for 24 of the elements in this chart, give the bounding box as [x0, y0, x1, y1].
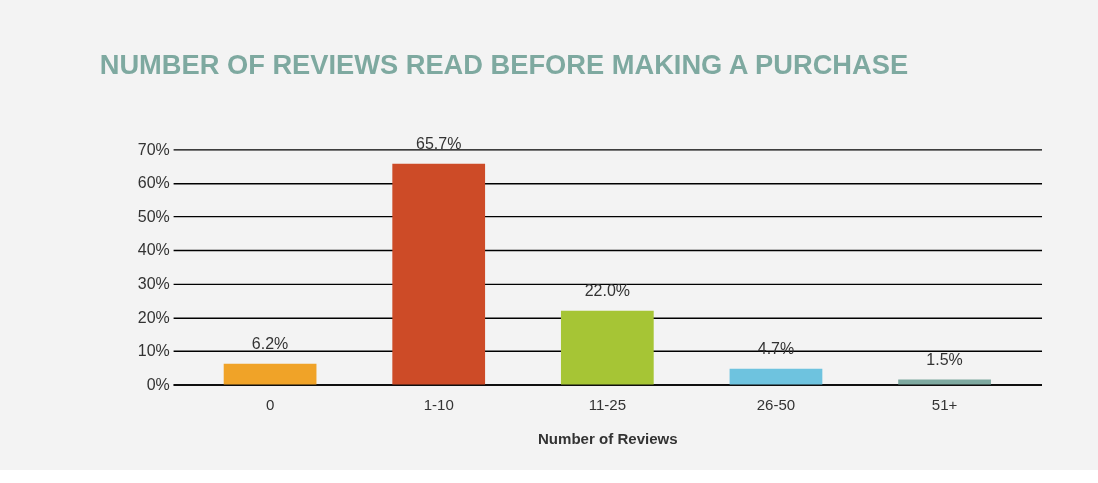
bar: [898, 379, 991, 385]
y-tick-label: 30%: [137, 274, 170, 292]
x-tick-label: 1-10: [423, 396, 454, 414]
y-tick-label: 60%: [137, 174, 170, 192]
bar: [223, 363, 317, 385]
x-tick-label: 26-50: [756, 396, 796, 414]
x-tick-label: 11-25: [588, 396, 627, 414]
y-tick-label: 0%: [146, 375, 170, 393]
data-label: 1.5%: [926, 350, 963, 368]
x-tick-label: 0: [265, 396, 275, 414]
data-label: 22.0%: [584, 281, 630, 299]
bar: [392, 163, 486, 385]
x-tick-label: 51+: [931, 396, 958, 414]
y-tick-label: 10%: [137, 342, 170, 360]
data-label: 6.2%: [251, 334, 289, 352]
y-tick-label: 70%: [137, 140, 170, 158]
chart-title: NUMBER OF REVIEWS READ BEFORE MAKING A PURCHASE: [99, 48, 909, 80]
bar: [560, 310, 654, 385]
y-tick-label: 50%: [137, 207, 170, 225]
y-tick-label: 40%: [137, 241, 170, 259]
y-tick-label: 20%: [137, 308, 170, 326]
x-axis-title: Number of Reviews: [537, 430, 678, 448]
bar: [729, 368, 823, 385]
data-label: 65.7%: [416, 134, 462, 152]
